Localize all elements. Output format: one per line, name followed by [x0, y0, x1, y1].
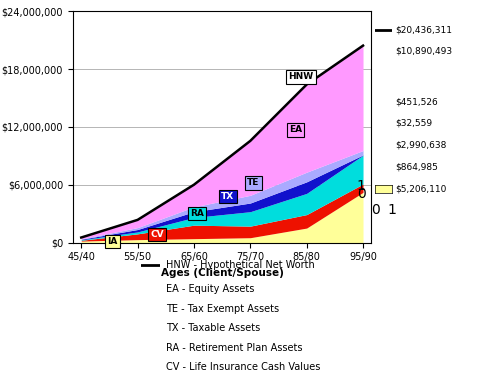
Text: $2,990,638: $2,990,638: [395, 141, 446, 150]
Text: $864,985: $864,985: [395, 162, 437, 171]
Text: CV: CV: [150, 230, 164, 239]
Text: $451,526: $451,526: [395, 97, 437, 106]
Text: TX - Taxable Assets: TX - Taxable Assets: [165, 323, 260, 333]
Text: TE: TE: [246, 178, 259, 187]
Text: EA - Equity Assets: EA - Equity Assets: [165, 284, 254, 294]
Text: CV - Life Insurance Cash Values: CV - Life Insurance Cash Values: [165, 362, 320, 372]
Text: TE - Tax Exempt Assets: TE - Tax Exempt Assets: [165, 304, 278, 314]
Text: EA: EA: [288, 125, 302, 134]
Text: IA: IA: [107, 237, 117, 246]
Text: $20,436,311: $20,436,311: [395, 26, 452, 35]
Text: TX: TX: [221, 192, 234, 201]
X-axis label: Ages (Client/Spouse): Ages (Client/Spouse): [160, 268, 283, 278]
Text: HNW: HNW: [288, 72, 313, 81]
Text: $32,559: $32,559: [395, 119, 432, 128]
Text: $10,890,493: $10,890,493: [395, 46, 452, 55]
Text: HNW - Hypothetical Net Worth: HNW - Hypothetical Net Worth: [165, 260, 314, 270]
Text: $5,206,110: $5,206,110: [395, 184, 446, 193]
Text: RA: RA: [189, 209, 203, 218]
Text: RA - Retirement Plan Assets: RA - Retirement Plan Assets: [165, 343, 302, 353]
